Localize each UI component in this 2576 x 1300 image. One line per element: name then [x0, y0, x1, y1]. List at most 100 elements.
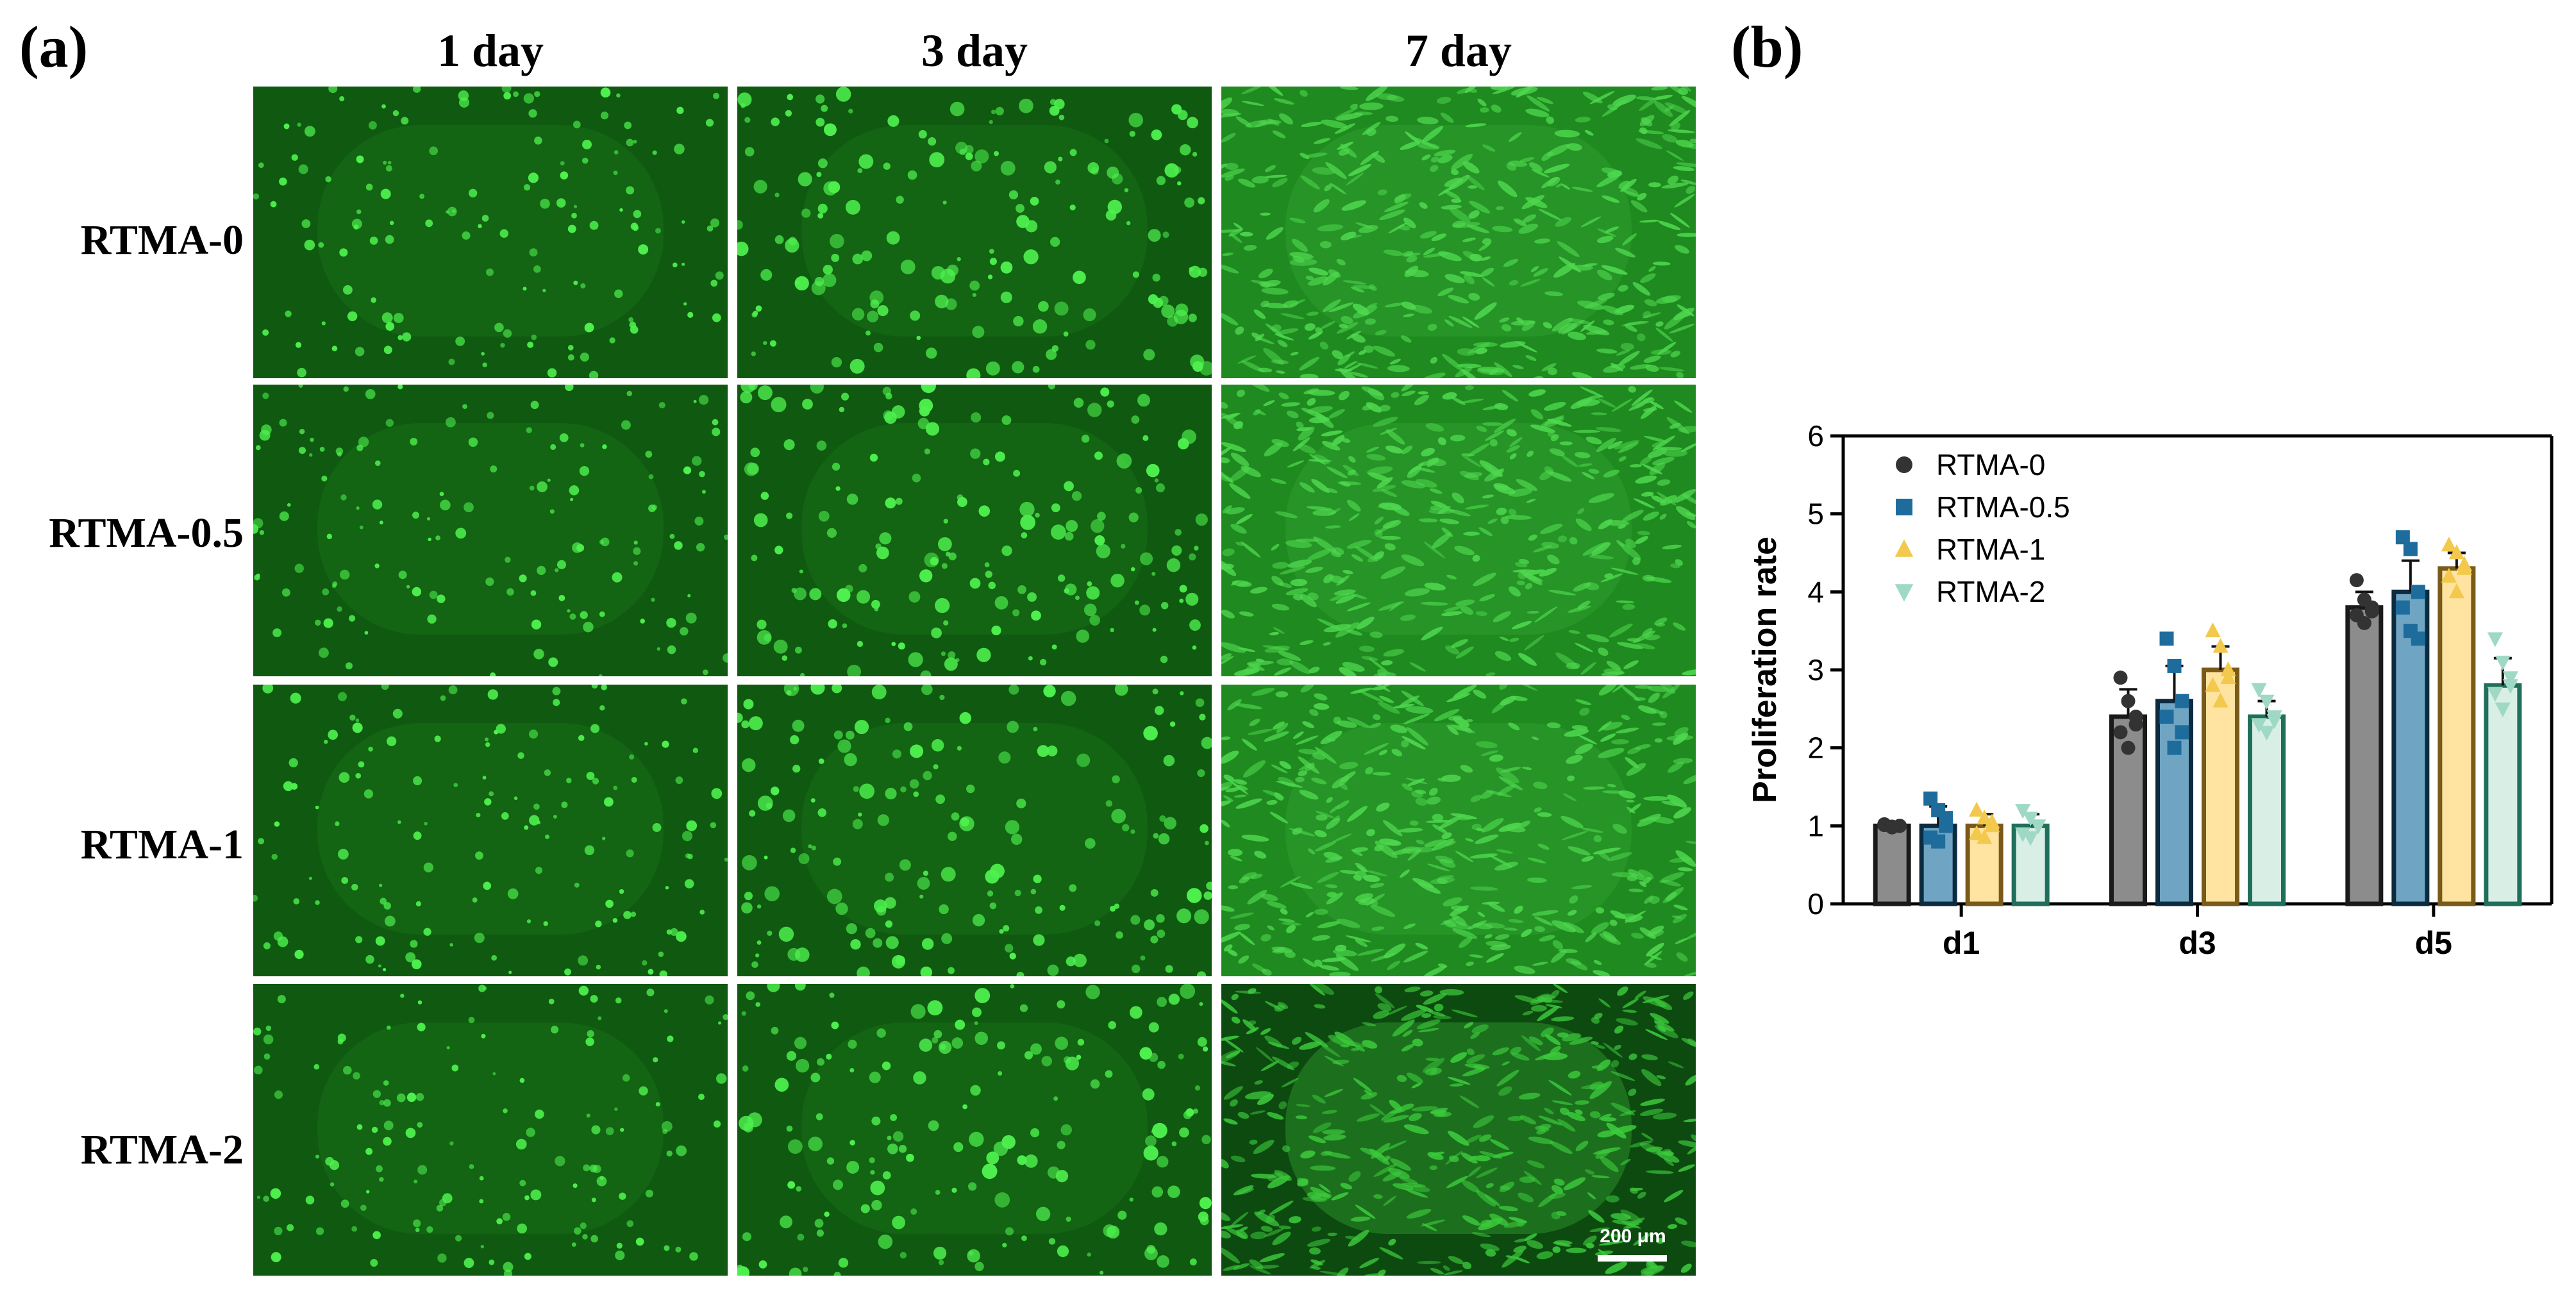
data-point-RTMA-2-d1 [2015, 827, 2031, 842]
micrograph-rtma-1-day7 [1221, 685, 1696, 976]
data-point-RTMA-2-d5 [2495, 702, 2511, 718]
data-point-RTMA-1-d3 [2212, 692, 2229, 708]
data-point-RTMA-0.5-d1 [1923, 791, 1938, 806]
data-point-RTMA-0.5-d5 [2411, 631, 2425, 646]
data-point-RTMA-0.5-d5 [2395, 600, 2410, 615]
micrograph-rtma-0-day3 [737, 87, 1212, 378]
legend-label-RTMA-2: RTMA-2 [1936, 575, 2045, 608]
y-tick-label: 3 [1807, 653, 1824, 687]
data-point-RTMA-1-d5 [2448, 544, 2464, 560]
data-point-RTMA-1-d1 [1984, 813, 2000, 829]
data-point-RTMA-1-d5 [2441, 537, 2457, 552]
data-point-RTMA-0.5-d1 [1931, 834, 1946, 849]
column-header-day7: 7 day [1405, 25, 1512, 76]
data-point-RTMA-2-d3 [2266, 714, 2282, 729]
data-point-RTMA-2-d3 [2259, 726, 2275, 741]
column-header-day1: 1 day [437, 25, 544, 76]
scale-bar [1598, 1255, 1667, 1262]
data-point-RTMA-2-d5 [2502, 679, 2518, 694]
data-point-RTMA-2-d1 [2030, 819, 2046, 835]
panel-a-label: (a) [19, 14, 88, 79]
data-point-RTMA-0.5-d5 [2395, 530, 2410, 545]
data-point-RTMA-1-d3 [2220, 661, 2236, 676]
micrograph-rtma-0-5-day3 [737, 385, 1212, 676]
scale-bar-label: 200 μm [1600, 1226, 1666, 1247]
y-axis-label: Proliferation rate [1746, 537, 1784, 803]
micrograph-rtma-2-day7 [1221, 984, 1696, 1276]
data-point-RTMA-2-d5 [2495, 655, 2511, 671]
data-point-RTMA-0.5-d5 [2403, 542, 2418, 556]
row-label-rtma-1: RTMA-1 [80, 821, 244, 868]
data-point-RTMA-1-d1 [1969, 801, 1985, 817]
legend-marker-RTMA-1 [1894, 539, 1914, 557]
legend-marker-RTMA-2 [1894, 584, 1914, 602]
y-tick-label: 1 [1807, 809, 1824, 842]
data-point-RTMA-2-d3 [2259, 694, 2275, 710]
legend-label-RTMA-0: RTMA-0 [1936, 448, 2045, 481]
micrograph-rtma-0-day7 [1221, 87, 1696, 378]
data-point-RTMA-0-d1 [1893, 819, 1907, 833]
data-point-RTMA-1-d5 [2441, 567, 2457, 583]
data-point-RTMA-1-d1 [1977, 809, 1993, 825]
row-label-rtma-0: RTMA-0 [80, 217, 244, 263]
y-tick-label: 2 [1807, 731, 1824, 765]
micrograph-rtma-1-day3 [737, 685, 1212, 976]
data-point-RTMA-0-d3 [2113, 671, 2128, 685]
data-point-RTMA-0-d3 [2129, 717, 2143, 732]
data-point-RTMA-2-d1 [2023, 812, 2039, 827]
data-point-RTMA-1-d3 [2212, 638, 2229, 653]
data-point-RTMA-0.5-d3 [2159, 710, 2174, 724]
bar-RTMA-1-d5 [2438, 566, 2476, 906]
column-header-day3: 3 day [921, 25, 1028, 76]
x-tick-label-d5: d5 [2415, 925, 2452, 961]
micrograph-rtma-0-5-day7 [1221, 385, 1696, 676]
legend-label-RTMA-0.5: RTMA-0.5 [1936, 490, 2070, 524]
data-point-RTMA-2-d1 [2023, 831, 2039, 846]
legend-marker-RTMA-0 [1896, 456, 1912, 473]
data-point-RTMA-0.5-d1 [1939, 811, 1953, 826]
data-point-RTMA-2-d5 [2487, 632, 2503, 647]
data-point-RTMA-0-d3 [2113, 725, 2128, 740]
micrograph-rtma-1-day1 [253, 685, 728, 976]
data-point-RTMA-0-d3 [2121, 694, 2136, 708]
panel-b-label: (b) [1731, 14, 1803, 79]
data-point-RTMA-2-d3 [2251, 683, 2267, 698]
bar-RTMA-0-d1 [1873, 823, 1911, 906]
y-tick-label: 6 [1807, 419, 1824, 453]
data-point-RTMA-0.5-d5 [2411, 585, 2425, 599]
bar-RTMA-2-d5 [2484, 683, 2522, 906]
y-tick-label: 4 [1807, 575, 1824, 608]
data-point-RTMA-1-d3 [2205, 677, 2221, 692]
data-point-RTMA-2-d5 [2502, 671, 2518, 687]
data-point-RTMA-0.5-d3 [2167, 740, 2182, 755]
micrograph-rtma-0-5-day1 [253, 385, 728, 676]
data-point-RTMA-0.5-d3 [2175, 694, 2189, 708]
micrograph-rtma-2-day3 [737, 984, 1212, 1276]
data-point-RTMA-2-d1 [2015, 804, 2031, 819]
data-point-RTMA-0-d5 [2357, 616, 2371, 630]
data-point-RTMA-0-d5 [2349, 573, 2364, 588]
data-point-RTMA-1-d5 [2448, 583, 2464, 599]
data-point-RTMA-2-d3 [2251, 718, 2267, 733]
legend-marker-RTMA-0.5 [1896, 499, 1912, 515]
y-tick-label: 5 [1807, 497, 1824, 531]
row-label-rtma-2: RTMA-2 [80, 1126, 244, 1173]
data-point-RTMA-0-d3 [2121, 740, 2136, 755]
data-point-RTMA-1-d1 [1969, 825, 1985, 840]
bar-RTMA-2-d1 [2011, 823, 2050, 906]
bar-RTMA-0-d5 [2345, 605, 2384, 906]
data-point-RTMA-1-d5 [2456, 556, 2472, 571]
data-point-RTMA-1-d1 [1977, 829, 1993, 844]
data-point-RTMA-2-d5 [2487, 687, 2503, 702]
micrograph-rtma-2-day1 [253, 984, 728, 1276]
x-tick-label-d1: d1 [1943, 925, 1980, 961]
proliferation-bar-chart: 0 1 2 3 4 5 6 Proliferation rate d1 d3 d5 RTMA-0 RTM… [1746, 419, 2554, 961]
bar-RTMA-2-d3 [2248, 714, 2286, 906]
data-point-RTMA-0-d5 [2364, 604, 2379, 619]
data-point-RTMA-0.5-d3 [2167, 658, 2182, 673]
data-point-RTMA-0.5-d3 [2175, 725, 2189, 740]
row-label-rtma-0-5: RTMA-0.5 [49, 510, 244, 556]
data-point-RTMA-0.5-d3 [2159, 631, 2174, 646]
x-tick-label-d3: d3 [2179, 925, 2216, 961]
data-point-RTMA-1-d3 [2220, 669, 2236, 685]
